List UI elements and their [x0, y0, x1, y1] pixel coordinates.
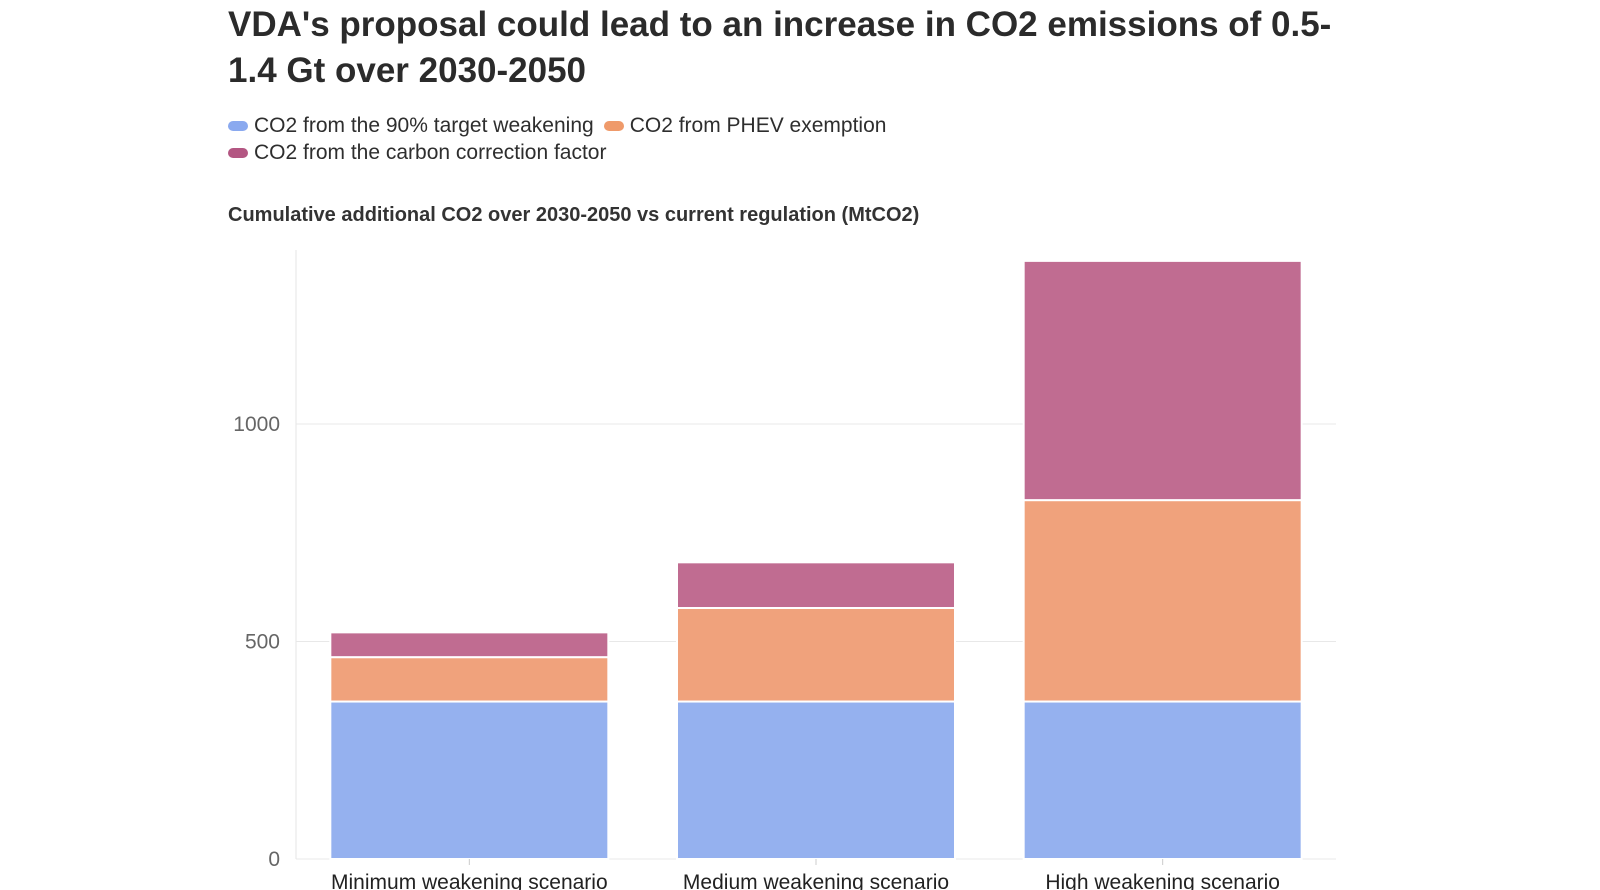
bar-minimum-weakening-scenario-co2-from-the-carbon-correction-factor — [329, 631, 610, 659]
bar-high-weakening-scenario-co2-from-the-carbon-correction-factor — [1022, 259, 1303, 502]
y-tick-label-500: 500 — [245, 631, 280, 654]
legend-item-carbon-correction: CO2 from the carbon correction factor — [228, 141, 606, 165]
legend-label-target-weakening: CO2 from the 90% target weakening — [254, 113, 594, 137]
bar-minimum-weakening-scenario-co2-from-the-90-target-weakening — [329, 700, 610, 861]
bar-medium-weakening-scenario-co2-from-phev-exemption — [676, 607, 956, 703]
legend-swatch-carbon-correction — [228, 147, 248, 158]
x-tick-label-high-weakening-scenario: High weakening scenario — [1045, 871, 1280, 890]
x-tick-label-minimum-weakening-scenario: Minimum weakening scenario — [331, 871, 608, 890]
bar-medium-weakening-scenario-co2-from-the-90-target-weakening — [676, 700, 956, 861]
legend-label-phev-exemption: CO2 from PHEV exemption — [629, 113, 887, 137]
bar-high-weakening-scenario-co2-from-phev-exemption — [1022, 499, 1303, 703]
bar-high-weakening-scenario-co2-from-the-90-target-weakening — [1022, 700, 1303, 861]
x-tick-label-medium-weakening-scenario: Medium weakening scenario — [683, 871, 949, 890]
chart-title: VDA's proposal could lead to an increase… — [228, 5, 1332, 90]
legend-swatch-phev-exemption — [603, 120, 624, 131]
legend-swatch-target-weakening — [228, 120, 248, 131]
legend: CO2 from the 90% target weakening CO2 fr… — [228, 112, 1328, 166]
legend-item-target-weakening: CO2 from the 90% target weakening — [228, 114, 594, 138]
legend-row-2: CO2 from the carbon correction factor — [228, 139, 1328, 166]
legend-label-carbon-correction: CO2 from the carbon correction factor — [254, 140, 607, 164]
legend-row-1: CO2 from the 90% target weakening CO2 fr… — [228, 112, 1328, 139]
bar-medium-weakening-scenario-co2-from-the-carbon-correction-factor — [676, 561, 956, 610]
y-tick-label-0: 0 — [268, 848, 280, 871]
y-tick-label-1000: 1000 — [233, 413, 280, 436]
legend-item-phev-exemption: CO2 from PHEV exemption — [603, 113, 887, 138]
bar-minimum-weakening-scenario-co2-from-phev-exemption — [329, 656, 610, 703]
chart-subtitle: Cumulative additional CO2 over 2030-2050… — [228, 204, 920, 226]
